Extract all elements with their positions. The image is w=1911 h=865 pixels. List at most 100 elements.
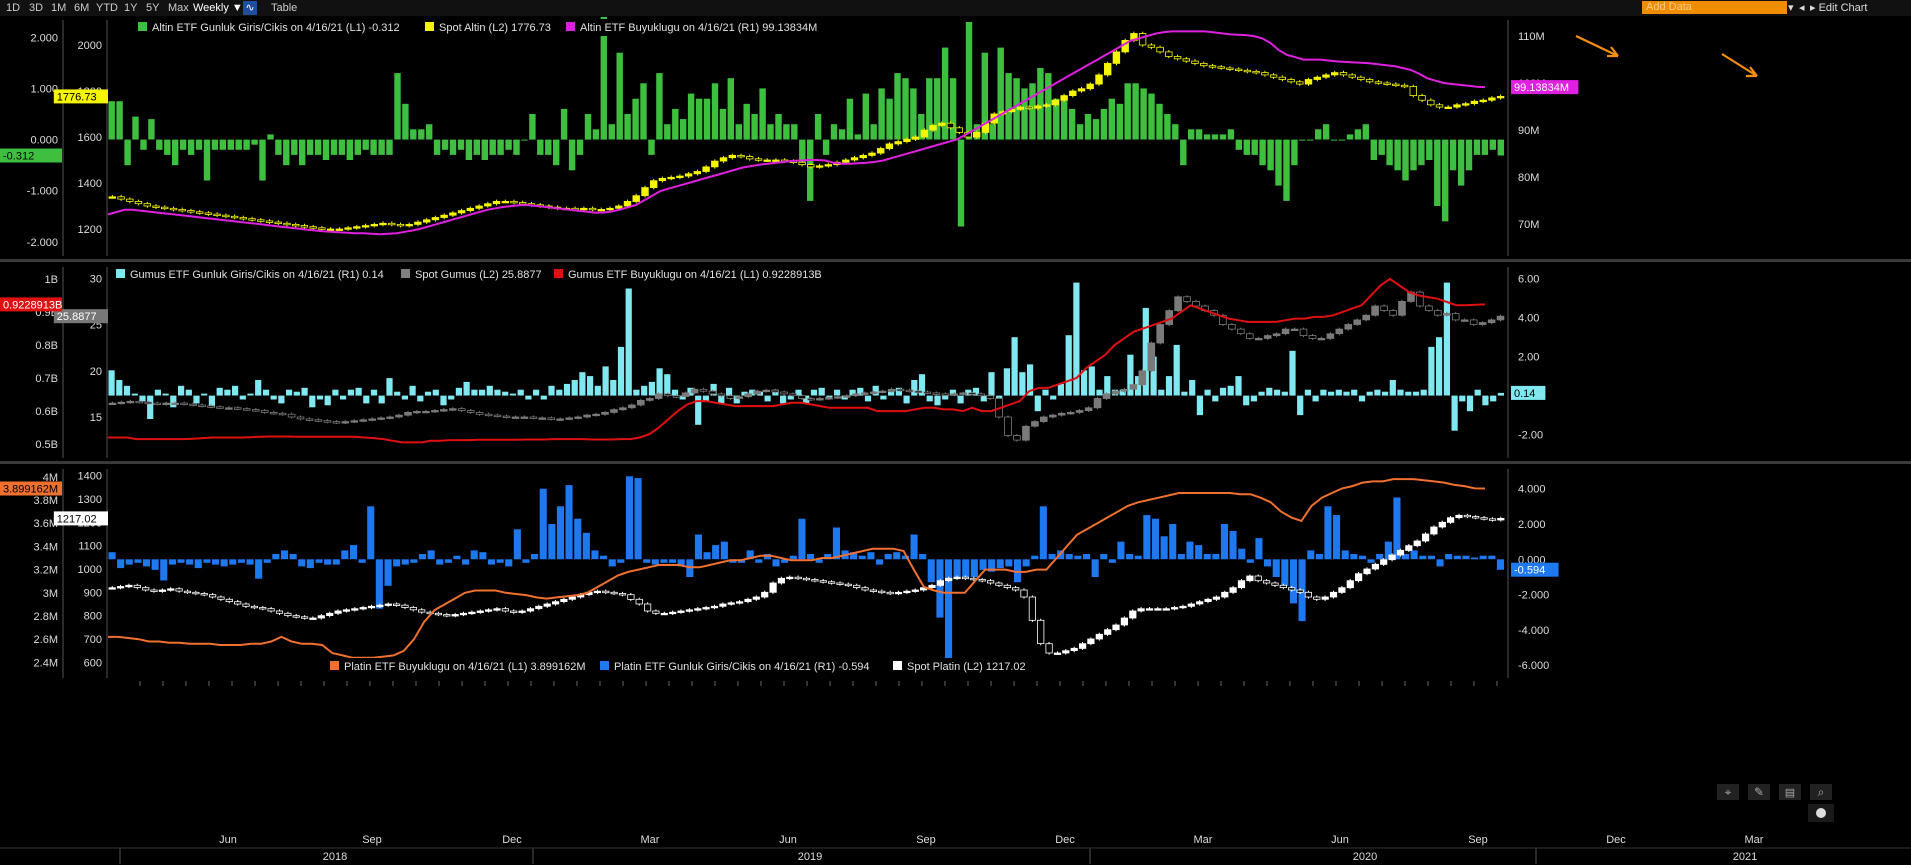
spot-candle [1287,79,1295,83]
spot-candle [287,413,296,418]
spot-candle [552,601,560,605]
range-6m-button[interactable]: 6M [74,2,90,14]
flow-bar [1274,389,1281,396]
spot-candle [1077,88,1086,92]
flow-bar [870,124,877,140]
flow-bar [1048,554,1056,560]
spot-candle [519,202,527,205]
flow-bar [186,559,194,565]
flow-bar [608,559,616,567]
edit-chart-label: Edit Chart [1818,2,1868,14]
spot-candle [198,404,206,407]
flow-bar [1350,554,1358,560]
range-5y-button[interactable]: 5Y [146,2,160,14]
flow-bar [1065,554,1073,560]
flow-bar [108,101,115,140]
spot-candle [807,164,815,168]
spot-candle [719,157,728,162]
range-1m-button[interactable]: 1M [51,2,67,14]
flow-bar [417,395,424,402]
flow-bar [358,559,366,563]
flow-bar [1165,376,1173,396]
flow-bar [1088,366,1095,396]
spot-candle [108,196,116,199]
flow-bar [625,288,632,396]
flow-bar [660,559,668,563]
flow-bar [1150,356,1157,396]
panel-separator[interactable] [0,461,1911,464]
spot-candle [1120,617,1128,626]
chart-type-icon[interactable]: ∿ [243,1,257,15]
flow-bar [574,518,582,560]
flow-bar [1219,387,1227,396]
zoom-tool-button[interactable] [1810,784,1832,800]
flow-bar [888,391,895,396]
spot-candle [1237,580,1246,589]
spot-candle [1353,319,1362,325]
spot-candle [1496,96,1505,99]
flow-bar [878,88,885,140]
flow-bar [949,389,956,396]
spot-candle [300,616,309,619]
legend-swatch [566,22,575,31]
spot-candle [501,200,509,204]
table-button[interactable]: Table [271,2,298,14]
spot-candle [1228,324,1236,330]
flow-bar [591,550,599,560]
spot-candle [580,207,588,211]
legend-label: Gumus ETF Gunluk Giris/Cikis on 4/16/21 … [130,269,384,281]
range-ytd-button[interactable]: YTD [96,2,118,14]
spot-candle [769,582,777,593]
spot-candle [1478,322,1487,325]
spot-candle [667,176,675,180]
flow-bar [1022,559,1030,567]
flow-bar [1328,391,1335,396]
flow-bar [1386,139,1393,166]
flow-bar [656,73,663,140]
flow-bar [1186,541,1194,560]
flow-bar [624,114,631,140]
left-inner-tick-label: 2000 [78,40,102,52]
spot-candle [359,607,367,610]
range-max-button[interactable]: Max [168,2,189,14]
flow-bar [1471,557,1479,560]
flow-bar [1227,385,1234,396]
add-data-input[interactable]: Add Data [1642,1,1787,14]
add-data-dropdown-icon[interactable]: ▾ [1788,2,1794,14]
spot-candle [574,416,582,419]
scroll-left-icon[interactable]: ◂ [1799,2,1805,14]
note-icon: ▤ [1785,787,1795,799]
flow-bar [1382,391,1389,396]
spot-candle [1261,72,1269,76]
flow-bar [293,391,300,396]
spot-candle [278,412,287,416]
spot-candle [1388,554,1396,561]
left-outer-tick-label: 2.000 [30,32,58,44]
flow-bar [185,389,192,396]
flow-bar [1482,395,1489,406]
flow-bar [1031,555,1039,560]
spot-candle [669,611,677,615]
flow-bar [1312,395,1319,402]
flow-bar [1405,391,1412,396]
edit-chart-button[interactable]: ▸ Edit Chart [1810,1,1868,14]
spot-candle [1013,435,1021,441]
flow-bar [1272,559,1280,577]
frequency-dropdown[interactable]: Weekly ▼ [193,2,243,14]
x-month-label: Mar [641,834,660,846]
last-value-tag [1511,562,1559,577]
flow-bar [1299,139,1306,141]
crosshair-tool-button[interactable] [1717,784,1739,800]
range-1d-button[interactable]: 1D [6,2,21,14]
flow-bar [1453,555,1461,560]
flow-bar [1135,376,1142,396]
range-3d-button[interactable]: 3D [29,2,44,14]
annotation-tool-button[interactable] [1779,784,1801,800]
flow-bar [970,559,978,577]
range-1y-button[interactable]: 1Y [124,2,138,14]
spot-candle [225,598,233,602]
flow-bar [710,383,717,396]
panel-separator[interactable] [0,259,1911,262]
draw-tool-button[interactable] [1748,784,1770,800]
flow-bar [1397,389,1404,396]
